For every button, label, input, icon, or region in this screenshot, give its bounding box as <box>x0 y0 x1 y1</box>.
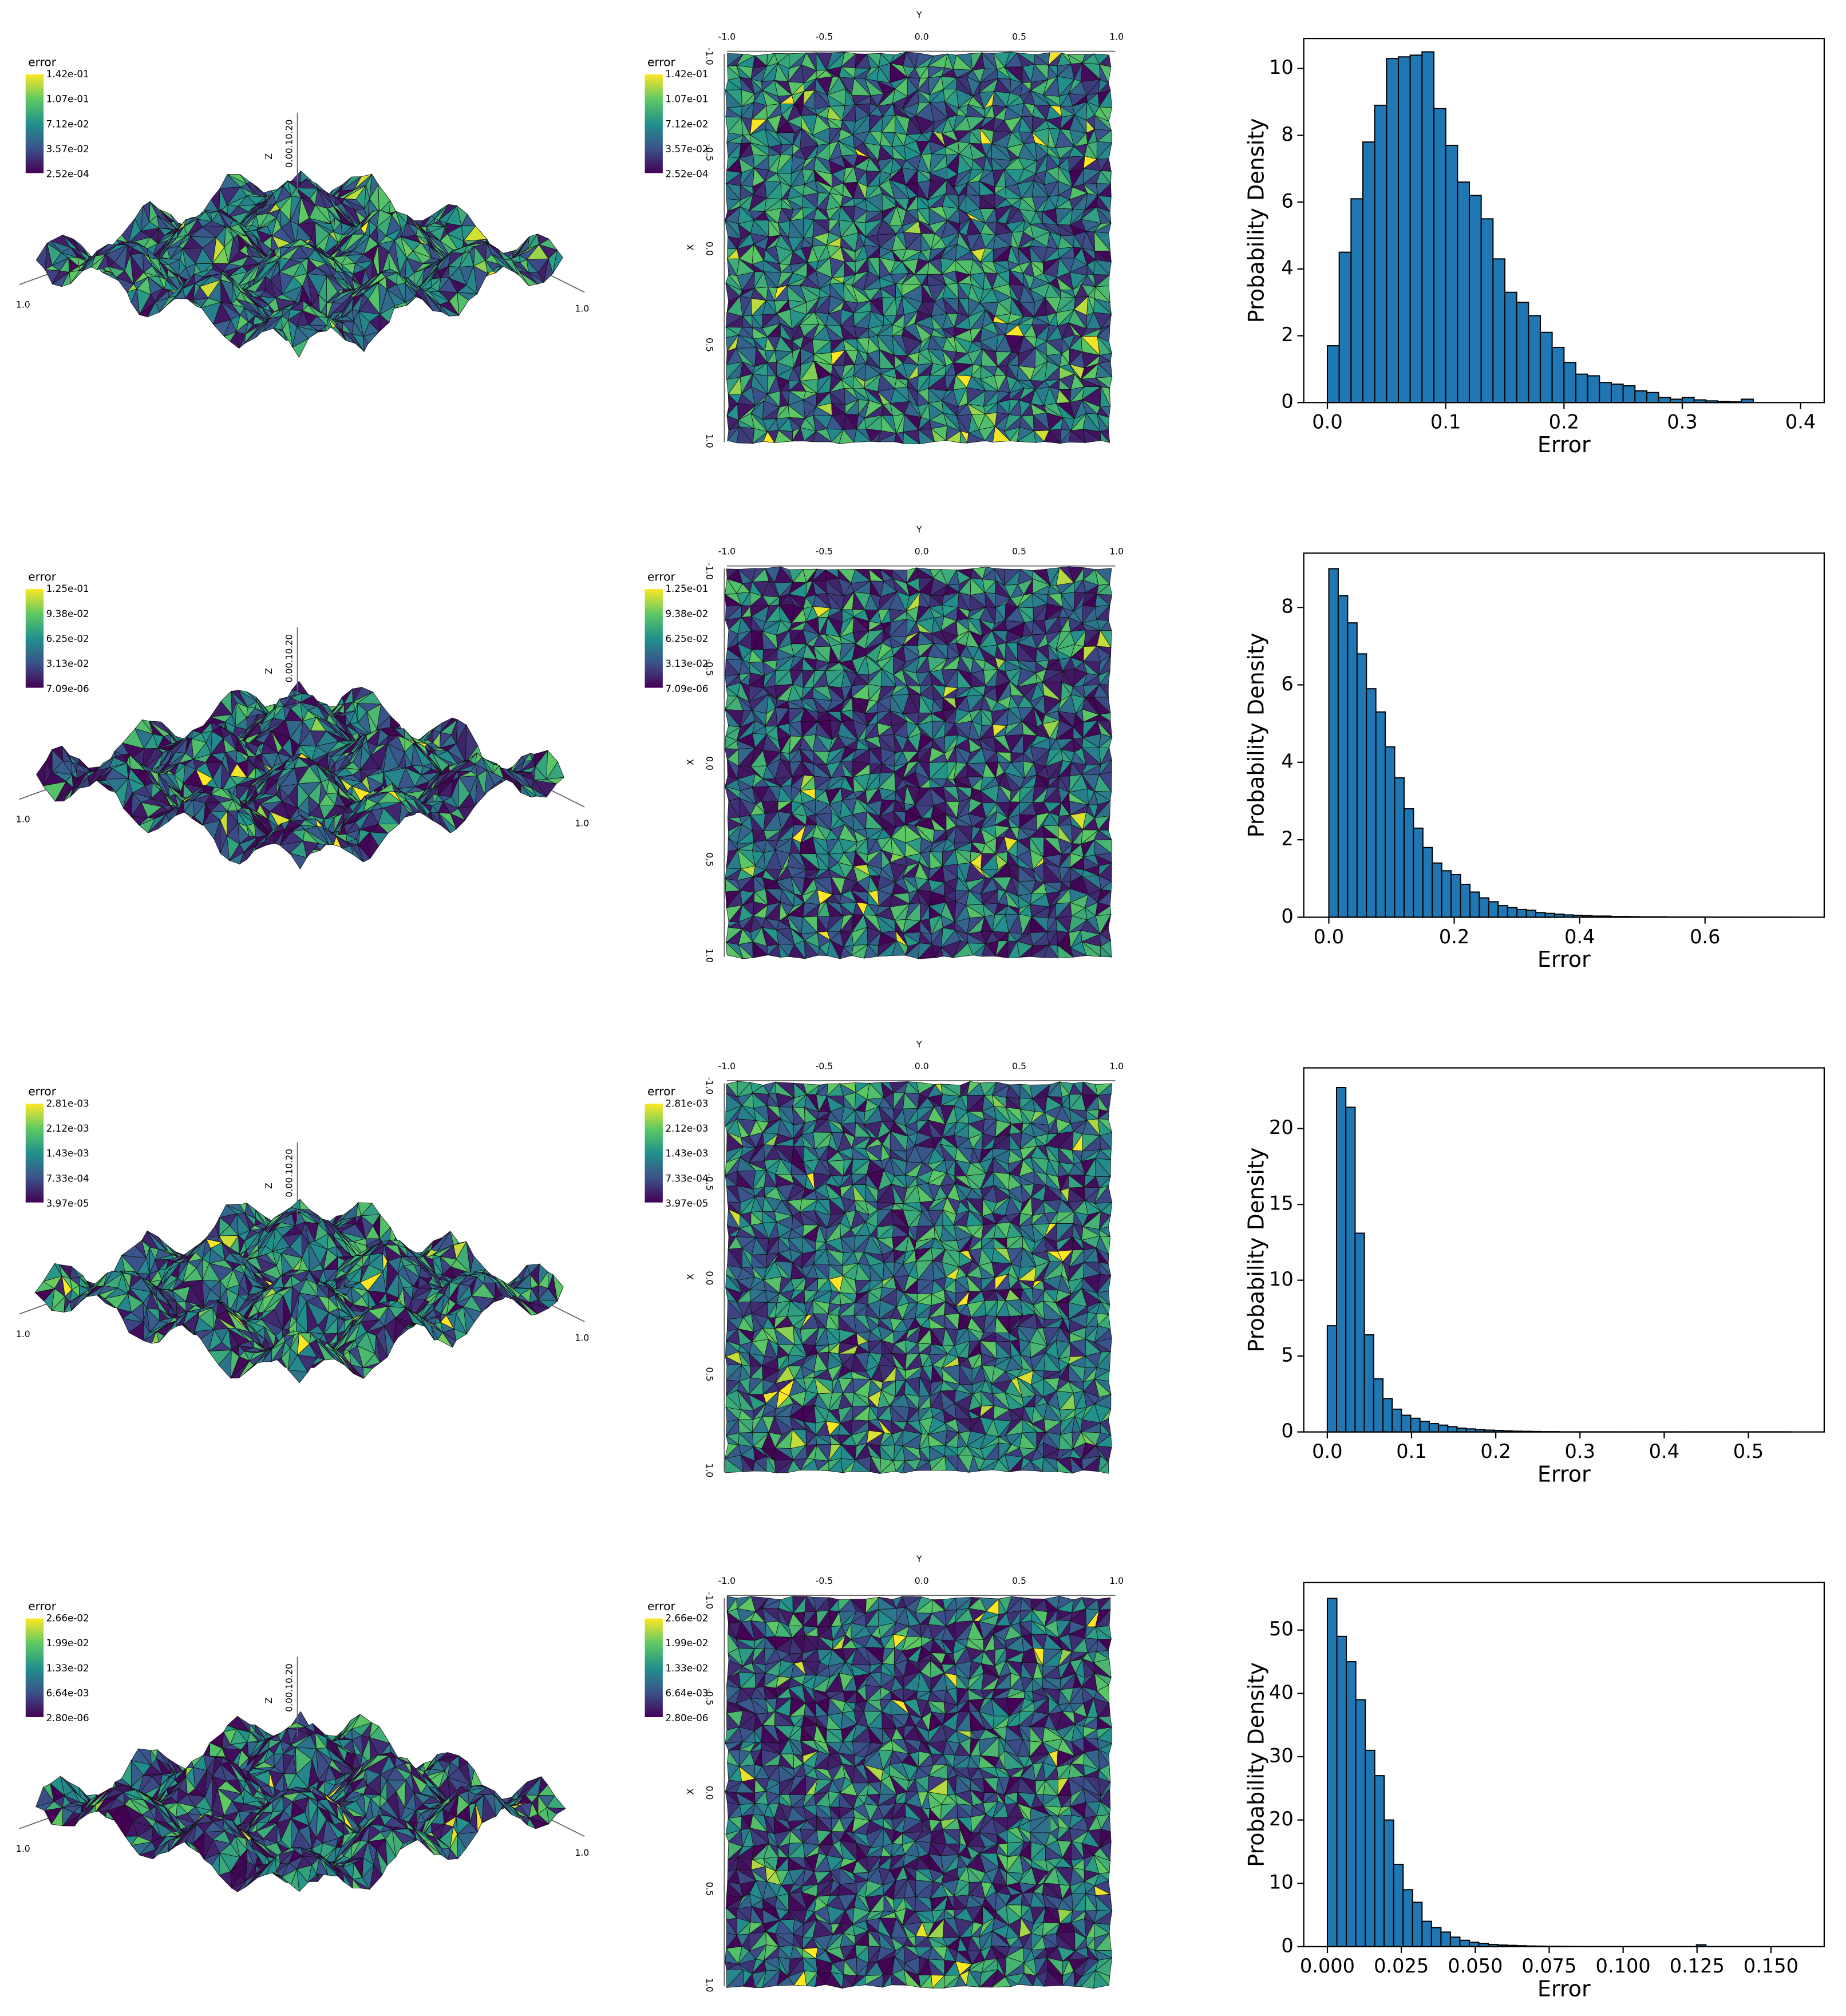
colorbar-tick-label: 1.42e-01 <box>46 68 89 80</box>
colorbar-tick-label: 3.13e-02 <box>46 658 89 669</box>
axis-tick-label: 0.5 <box>1012 31 1026 42</box>
colorbar-tick-label: 1.42e-01 <box>665 68 708 80</box>
colorbar-tick-label: 9.38e-02 <box>46 608 89 619</box>
colorbar <box>26 74 44 173</box>
axis-label: X <box>685 244 696 251</box>
colorbar-tick-label: 2.52e-04 <box>665 168 708 180</box>
mesh-face <box>36 243 47 270</box>
axis-tick-label: 0.5 <box>704 338 715 352</box>
axis-tick-label: -1.0 <box>704 48 715 65</box>
mesh-face <box>62 746 72 762</box>
colorbar-tick-label: 2.52e-04 <box>46 168 89 180</box>
colorbar-title: error <box>28 570 56 583</box>
axis-tick-label: -1.0 <box>718 31 736 42</box>
axis-end-label: 1.0 <box>16 814 30 825</box>
colorbar-tick-label: 3.57e-02 <box>46 143 89 155</box>
colorbar-tick-label: 1.07e-01 <box>665 93 708 105</box>
axis-end-label: 1.0 <box>575 817 589 828</box>
axis-end-label: 1.0 <box>575 303 589 314</box>
axis-tick-label: 1.0 <box>704 434 715 448</box>
colorbar-title: error <box>647 55 675 69</box>
axis-tick-label: 0.0 <box>915 31 929 42</box>
axis-tick-label: -0.5 <box>816 31 833 42</box>
axis-tick-label: 1.0 <box>1109 31 1124 42</box>
colorbar-tick-label: 7.12e-02 <box>665 118 708 129</box>
axis-tick-label: -0.5 <box>704 144 715 161</box>
colorbar-tick-label: 3.57e-02 <box>665 143 708 155</box>
colorbar <box>26 589 44 687</box>
axis-tick-labels: 0.00.10.20 <box>284 120 295 168</box>
colorbar-tick-label: 1.25e-01 <box>46 583 89 594</box>
colorbar-tick-label: 1.07e-01 <box>46 93 89 105</box>
axis-end-label: 1.0 <box>16 299 30 310</box>
colorbar-tick-label: 6.25e-02 <box>46 633 89 644</box>
axis-tick-label: 0.0 <box>704 242 715 256</box>
colorbar-tick-label: 7.09e-06 <box>46 683 89 694</box>
axis-label: Y <box>916 9 922 20</box>
colorbar <box>645 74 663 173</box>
colorbar-title: error <box>28 55 56 69</box>
axis-label: Z <box>263 153 274 160</box>
colorbar-tick-label: 7.12e-02 <box>46 118 89 129</box>
